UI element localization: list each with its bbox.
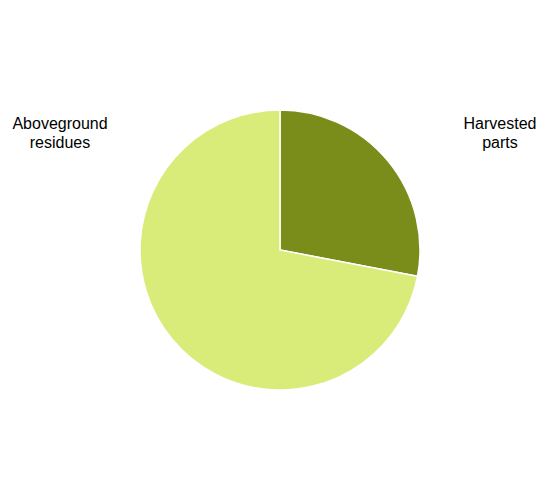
slice-label-line: residues <box>30 134 90 151</box>
slice-label-line: Aboveground <box>12 115 107 132</box>
slice-label: Aboveground residues <box>12 115 107 151</box>
slice-label-line: Harvested <box>464 115 537 132</box>
pie-slice <box>140 110 418 390</box>
labels: Harvested parts Aboveground residues <box>12 115 536 151</box>
pie-slice <box>280 110 420 276</box>
chart: Harvested parts Aboveground residues <box>0 0 560 480</box>
slice-label: Harvested parts <box>464 115 537 151</box>
slice-label-line: parts <box>482 134 518 151</box>
pie <box>140 110 420 390</box>
